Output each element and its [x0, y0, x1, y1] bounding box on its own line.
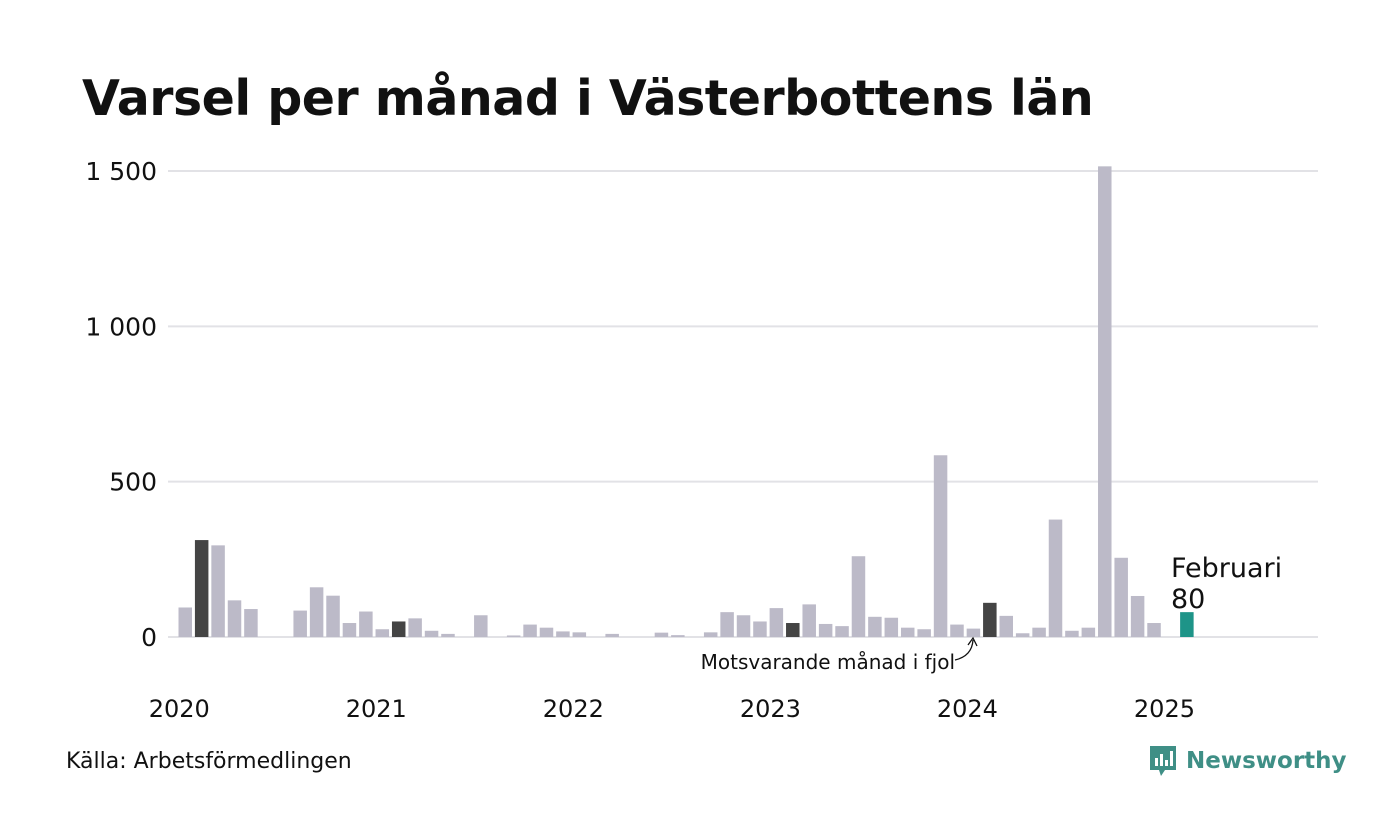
bar [786, 623, 800, 637]
chart-title: Varsel per månad i Västerbottens län [82, 70, 1094, 127]
bar [720, 612, 734, 637]
bar [523, 624, 537, 637]
bar [1065, 630, 1079, 637]
x-tick-label: 2020 [149, 695, 210, 723]
bar [293, 610, 307, 637]
source-note: Källa: Arbetsförmedlingen [66, 749, 352, 774]
bar [851, 556, 866, 637]
bar [900, 627, 915, 637]
bar [572, 632, 587, 637]
bar [1081, 627, 1096, 637]
bar [999, 615, 1013, 637]
bar [1048, 519, 1063, 637]
annotation-arrow [954, 639, 974, 661]
x-tick-label: 2025 [1134, 695, 1195, 723]
y-tick-label: 500 [109, 468, 157, 497]
bar [818, 623, 833, 637]
newsworthy-logo-icon [1150, 746, 1176, 776]
bar [391, 621, 406, 637]
brand-name: Newsworthy [1186, 748, 1347, 774]
bar [703, 632, 718, 637]
bar [736, 615, 751, 637]
bar [802, 604, 816, 637]
y-axis-labels: 0 500 1 000 1 500 [85, 157, 157, 652]
y-tick-label: 0 [141, 623, 157, 652]
bar [424, 630, 439, 637]
bar [917, 629, 931, 637]
current-month-annotation: Februari 80 [1171, 553, 1282, 615]
bar [309, 587, 324, 637]
bar [506, 635, 521, 637]
brand-logo: Newsworthy [1148, 744, 1347, 778]
x-tick-label: 2022 [543, 695, 604, 723]
bar [983, 602, 997, 637]
same-month-annotation: Motsvarande månad i fjol [701, 636, 978, 674]
y-tick-label: 1 500 [85, 157, 157, 186]
bar [654, 632, 669, 637]
bar [966, 628, 981, 637]
bar [1114, 557, 1128, 637]
bar [835, 626, 849, 637]
bar [474, 615, 488, 637]
bar [326, 595, 340, 637]
x-tick-label: 2023 [740, 695, 801, 723]
bar [868, 616, 882, 637]
bar [539, 627, 554, 637]
bar [194, 540, 209, 637]
arrowhead-icon [967, 636, 978, 647]
bar [1098, 166, 1112, 637]
bar [359, 611, 373, 637]
bar [671, 635, 685, 637]
bar [375, 629, 390, 637]
bar [884, 617, 899, 637]
bar [933, 455, 948, 637]
same-month-label: Motsvarande månad i fjol [701, 650, 955, 674]
bar [441, 633, 455, 637]
bar [556, 631, 570, 637]
bar [1147, 623, 1161, 637]
bar [605, 633, 619, 637]
x-tick-label: 2024 [937, 695, 998, 723]
x-axis-labels: 2020 2021 2022 2023 2024 2025 [149, 695, 1195, 723]
grid-lines [168, 170, 1318, 638]
x-tick-label: 2021 [346, 695, 407, 723]
bar [1032, 627, 1046, 637]
bar [227, 600, 242, 637]
bar [342, 623, 357, 637]
bar [1130, 595, 1145, 637]
current-month-bar [1180, 612, 1194, 637]
bar [408, 618, 422, 637]
bar [1015, 633, 1030, 637]
bar [178, 607, 192, 637]
bar [211, 545, 225, 637]
current-month-label: Februari [1171, 553, 1282, 584]
bar [769, 608, 784, 637]
current-month-value: 80 [1171, 584, 1205, 615]
bar [753, 621, 767, 637]
bar [950, 624, 964, 637]
y-tick-label: 1 000 [85, 312, 157, 341]
bar [244, 609, 258, 637]
bars [178, 166, 1194, 637]
